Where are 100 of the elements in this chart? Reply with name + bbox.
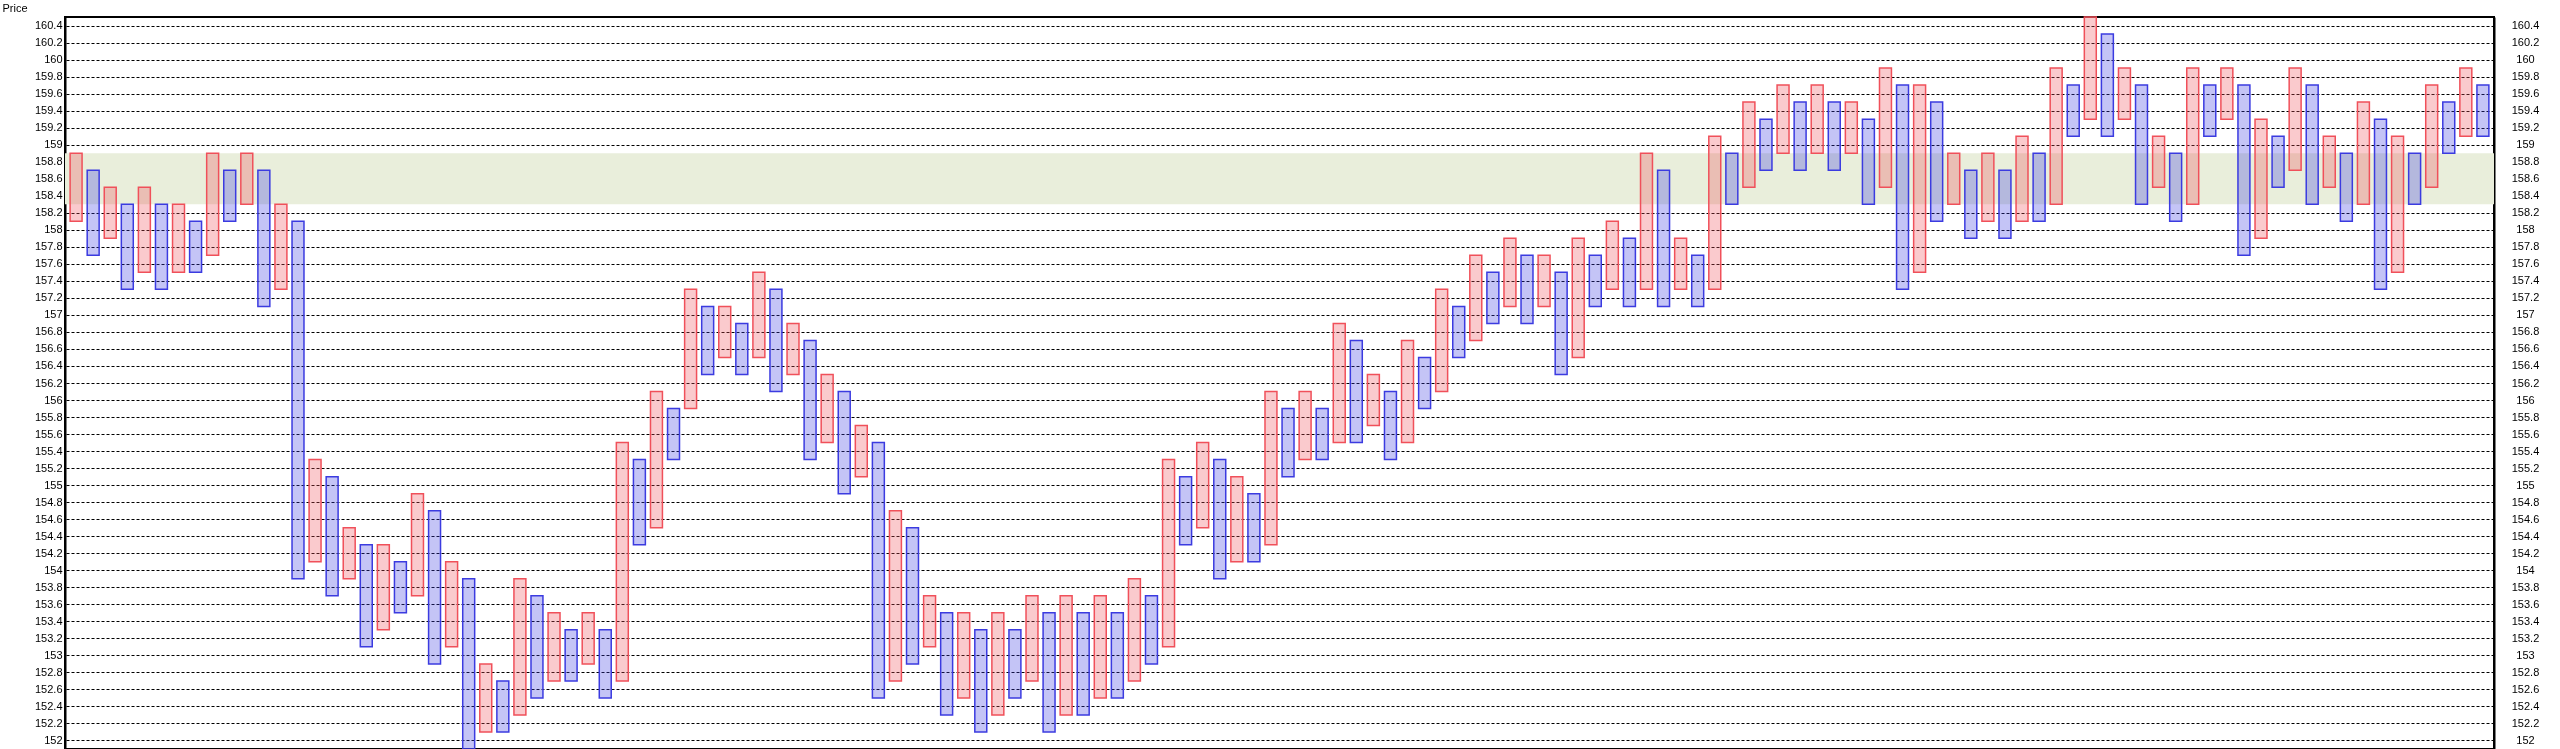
y-tick-label: 154.4 (34, 529, 63, 542)
bar (1093, 595, 1107, 699)
y2-tick-label: 160.2 (2511, 36, 2540, 49)
y2-tick-label: 155.8 (2511, 410, 2540, 423)
bar (1400, 339, 1415, 444)
y-axis-title: Price (2, 1, 28, 14)
y2-tick-label: 156.6 (2511, 342, 2540, 355)
y-tick-label: 157.2 (34, 291, 63, 304)
bar (1247, 492, 1261, 563)
y2-tick-label: 158.6 (2511, 172, 2540, 185)
bar (1964, 169, 1978, 240)
bar (513, 578, 527, 716)
bar (2168, 152, 2183, 223)
bar (1469, 254, 1483, 342)
bar (581, 612, 595, 665)
bar (666, 407, 681, 461)
y-tick-label: 152.6 (34, 682, 63, 695)
y-tick-label: 153.4 (34, 614, 63, 627)
bar (615, 441, 630, 682)
y-tick-label: 159 (44, 138, 63, 151)
bar (1486, 271, 1500, 325)
bar (376, 543, 391, 631)
bar (1281, 407, 1295, 478)
y2-tick-label: 152.4 (2511, 699, 2540, 712)
bar (1537, 254, 1551, 308)
y2-tick-label: 159.2 (2511, 121, 2540, 134)
y-tick-label: 155.2 (34, 461, 63, 474)
y2-tick-label: 159 (2516, 138, 2535, 151)
bar (1981, 152, 1995, 223)
bar (1998, 169, 2012, 240)
bar (1725, 152, 1739, 206)
bar (444, 560, 459, 648)
bar (2424, 84, 2439, 188)
bar (1827, 101, 1841, 171)
bar (974, 629, 988, 733)
bar (1520, 254, 1534, 325)
y-tick-label: 160.2 (34, 36, 63, 49)
bar (1076, 612, 1090, 716)
y2-tick-label: 157.2 (2511, 291, 2540, 304)
bar (786, 322, 800, 376)
bar (1264, 390, 1278, 546)
bar (171, 203, 186, 274)
y-tick-label: 152 (44, 733, 63, 746)
bar (1571, 237, 1585, 359)
bar (939, 612, 954, 716)
bar (342, 526, 356, 580)
y-tick-label: 152.2 (34, 716, 63, 729)
bar (956, 612, 971, 699)
bar (530, 595, 544, 699)
y-tick-label: 152.4 (34, 699, 63, 712)
bar (1452, 305, 1466, 359)
y-tick-label: 157.4 (34, 274, 63, 287)
y-tick-label: 156.2 (34, 376, 63, 389)
y2-tick-label: 158.2 (2511, 206, 2540, 219)
y2-tick-label: 156.8 (2511, 325, 2540, 338)
bar (1656, 169, 1671, 308)
y-tick-label: 158 (44, 223, 63, 236)
bar (2066, 84, 2080, 137)
bar (2407, 152, 2422, 206)
y-tick-label: 160.4 (34, 19, 63, 32)
bar (2254, 118, 2268, 240)
y-tick-label: 157 (44, 308, 63, 321)
y2-tick-label: 158 (2516, 223, 2535, 236)
bar (2271, 135, 2285, 188)
y-tick-label: 156.6 (34, 342, 63, 355)
bar (1895, 84, 1910, 291)
y-tick-label: 158.8 (34, 155, 63, 168)
y-tick-label: 159.4 (34, 104, 63, 117)
y2-tick-label: 159.8 (2511, 70, 2540, 83)
bar (240, 152, 254, 206)
bar (1639, 152, 1654, 291)
y-tick-label: 156.8 (34, 325, 63, 338)
bar (2117, 67, 2132, 120)
bar (2186, 67, 2200, 206)
bar (2100, 33, 2115, 137)
y-tick-label: 158.2 (34, 206, 63, 219)
y2-tick-label: 152.6 (2511, 682, 2540, 695)
bar (1947, 152, 1961, 206)
bar (496, 680, 510, 733)
bar (120, 203, 135, 291)
bar (2305, 84, 2319, 206)
bar (1230, 475, 1244, 563)
y2-tick-label: 152.8 (2511, 665, 2540, 678)
y2-tick-label: 160 (2516, 53, 2535, 66)
bar (1690, 254, 1705, 308)
bar (2459, 67, 2473, 137)
y2-tick-label: 154.2 (2511, 546, 2540, 559)
bar (1810, 84, 1824, 154)
bar (223, 169, 237, 223)
y2-tick-label: 158.8 (2511, 155, 2540, 168)
bar (427, 509, 442, 665)
bar (393, 560, 408, 614)
bar (735, 322, 749, 376)
bar (2220, 67, 2234, 120)
bar (479, 663, 493, 733)
y2-tick-label: 153.6 (2511, 597, 2540, 610)
bar (1742, 101, 1756, 188)
y-tick-label: 158.6 (34, 172, 63, 185)
bar (1195, 441, 1210, 529)
bar (837, 390, 851, 495)
